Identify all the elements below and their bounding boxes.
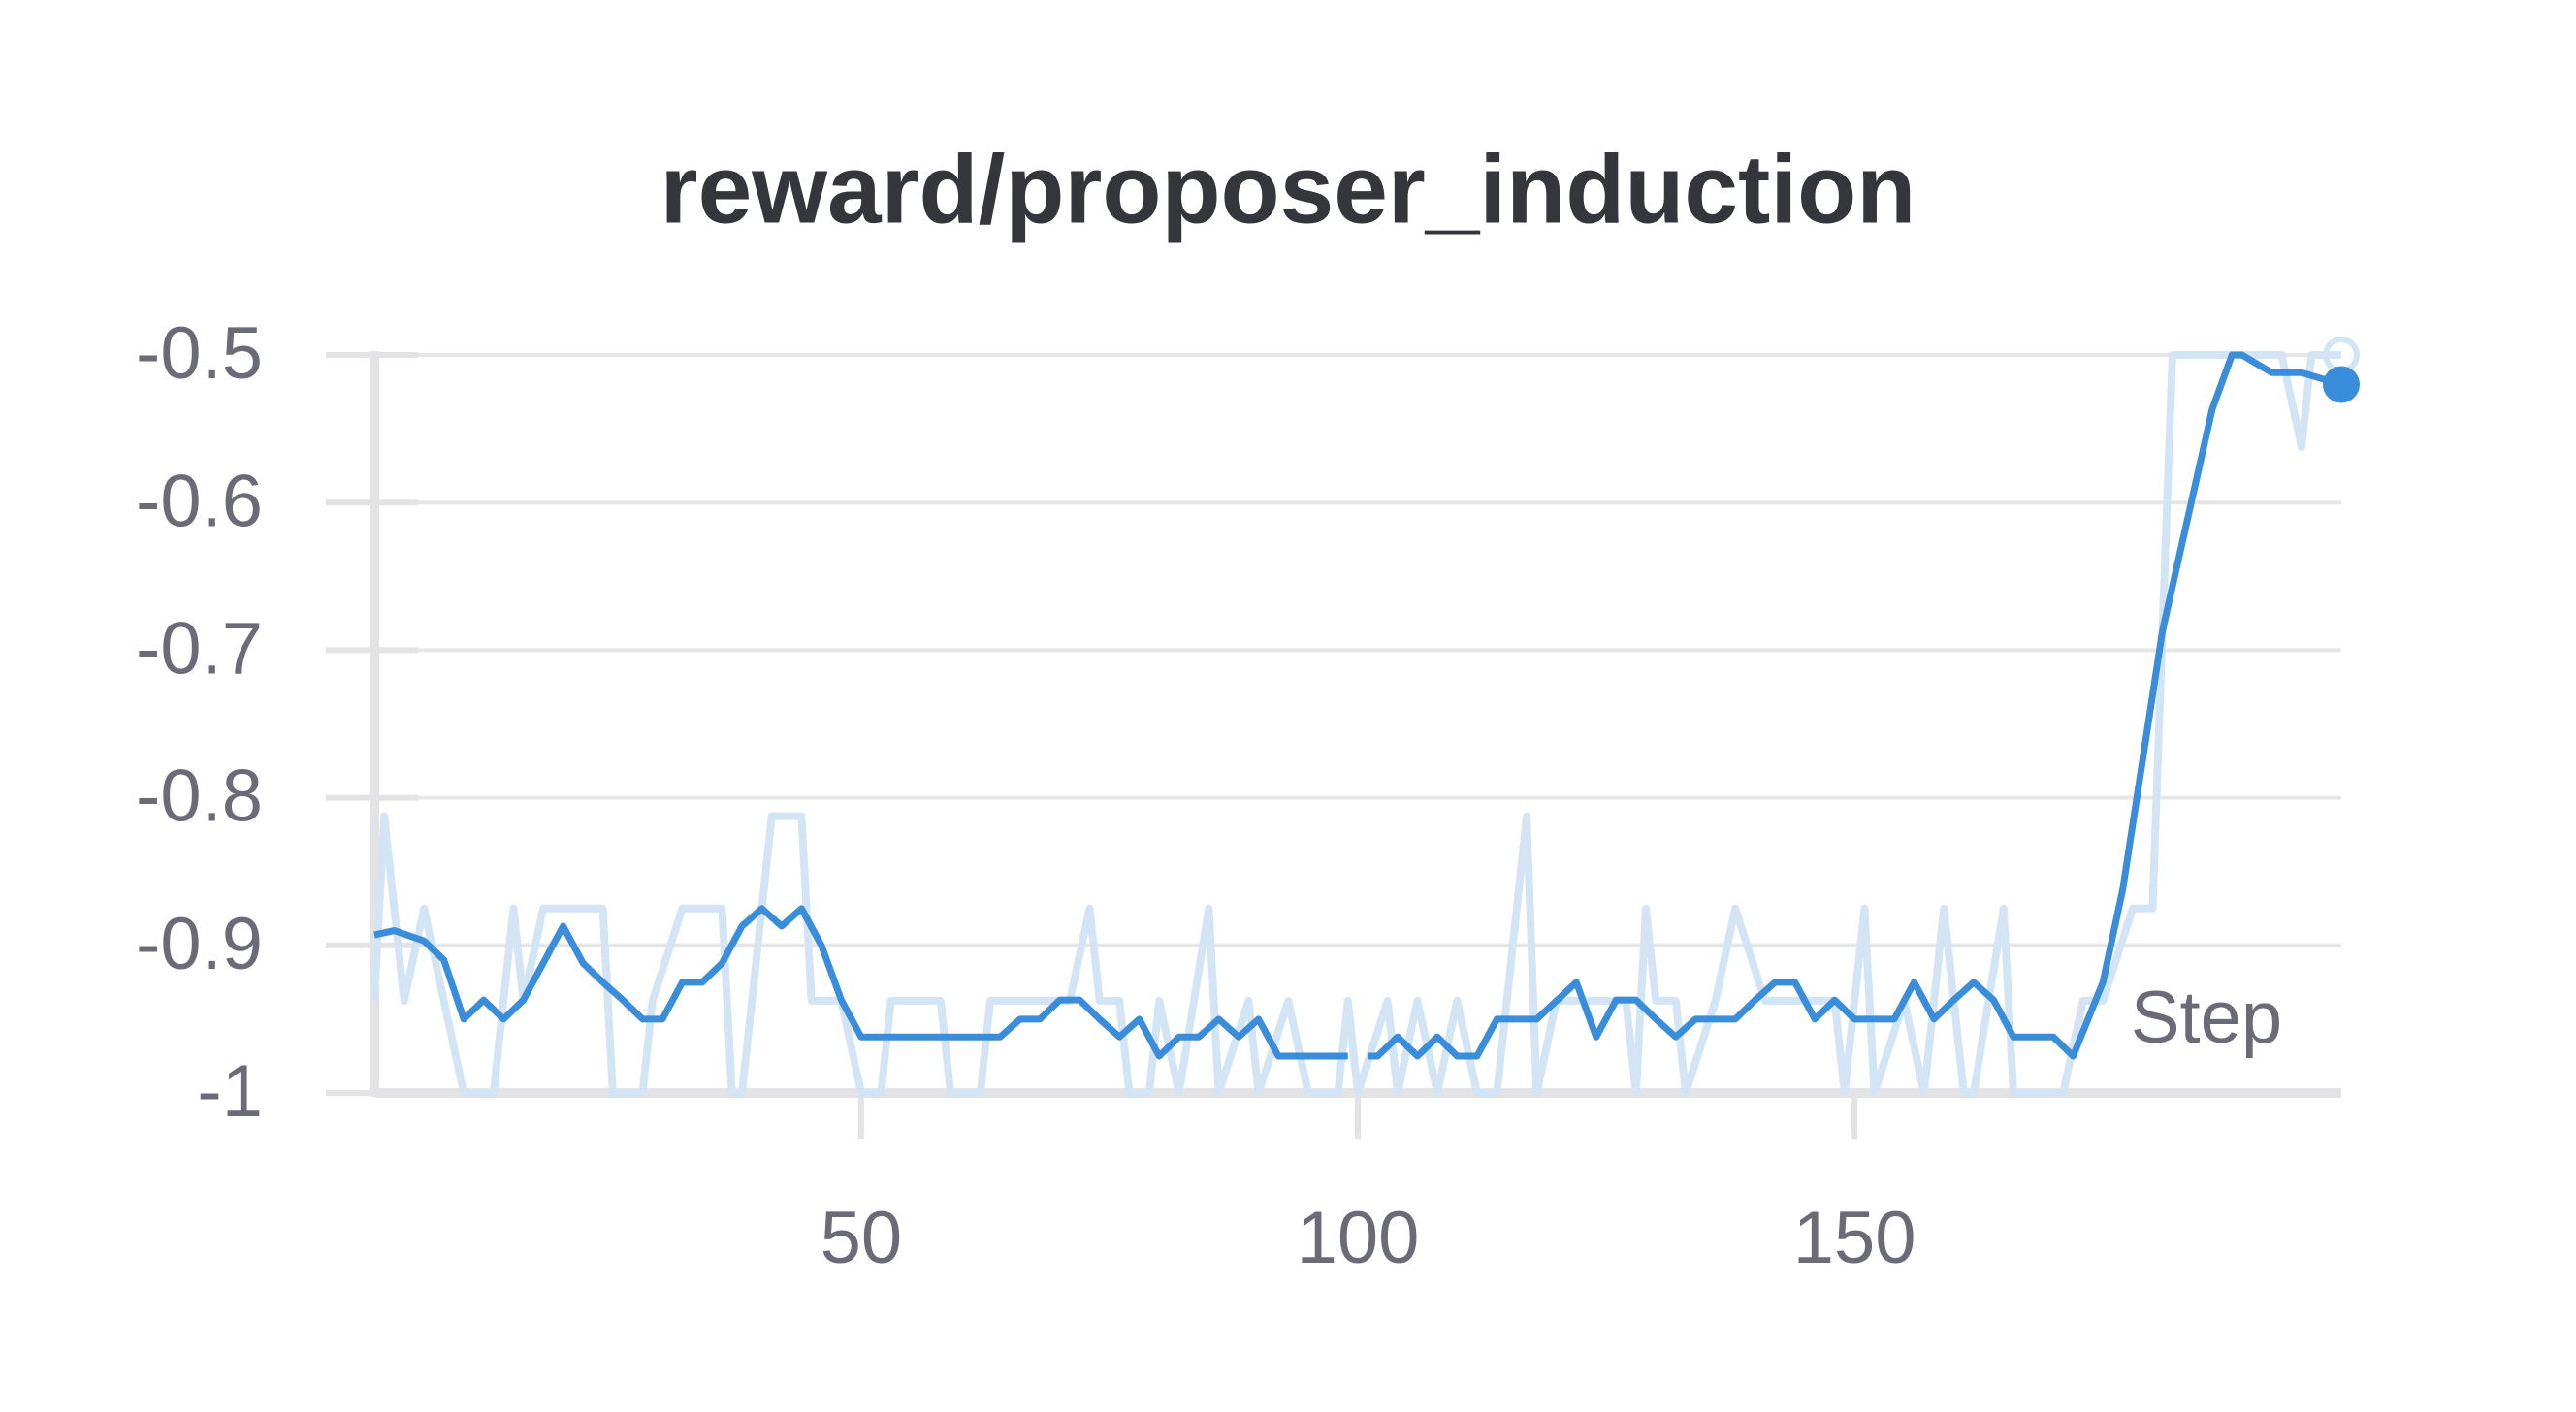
x-tick-label: 100 xyxy=(1297,1197,1420,1279)
x-tick-label: 50 xyxy=(821,1197,903,1279)
y-tick-label: -1 xyxy=(197,1050,263,1133)
chart-title: reward/proposer_induction xyxy=(660,135,1916,243)
y-tick-label: -0.6 xyxy=(136,460,263,542)
y-tick-label: -0.9 xyxy=(136,903,263,985)
x-tick-label: 150 xyxy=(1793,1197,1916,1279)
y-tick-label: -0.8 xyxy=(136,755,263,838)
series-line xyxy=(1368,351,2342,1060)
series-line xyxy=(373,905,1348,1060)
series-line xyxy=(370,351,2341,1097)
x-axis-label: Step xyxy=(2131,977,2282,1059)
y-tick-label: -0.5 xyxy=(136,312,263,395)
end-point xyxy=(2323,366,2360,403)
y-tick-label: -0.7 xyxy=(136,607,263,690)
